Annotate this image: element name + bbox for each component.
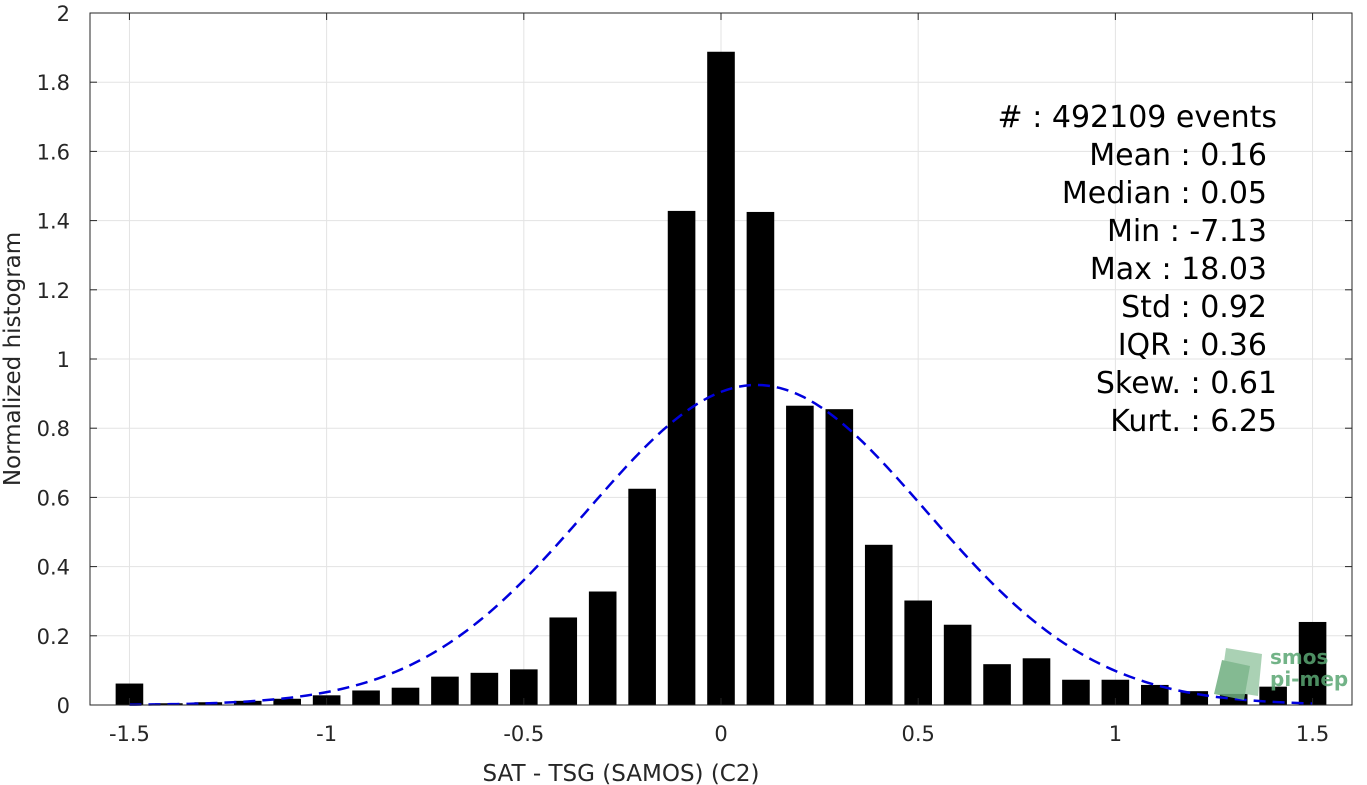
x-tick-label: 0 bbox=[714, 722, 727, 746]
stat-line: Std : 0.92 bbox=[1121, 290, 1267, 325]
x-axis-label: SAT - TSG (SAMOS) (C2) bbox=[483, 761, 760, 785]
histogram-bar bbox=[391, 687, 420, 705]
x-tick-label: -1 bbox=[316, 722, 337, 746]
logo-text-smos: smos bbox=[1270, 645, 1328, 669]
histogram-bar bbox=[549, 617, 578, 705]
y-tick-label: 1.8 bbox=[37, 71, 70, 95]
histogram-bar bbox=[1141, 684, 1169, 705]
histogram-bar bbox=[1180, 691, 1209, 705]
histogram-bar bbox=[115, 683, 144, 705]
y-tick-label: 1.4 bbox=[37, 210, 70, 234]
x-tick-label: 1.5 bbox=[1296, 722, 1329, 746]
y-tick-label: 0.6 bbox=[37, 486, 70, 510]
histogram-bar bbox=[904, 600, 932, 705]
y-tick-label: 0 bbox=[57, 694, 70, 718]
histogram-bar bbox=[470, 672, 499, 705]
x-tick-label: -1.5 bbox=[109, 722, 150, 746]
histogram-bar bbox=[864, 544, 893, 705]
histogram-bar bbox=[273, 698, 301, 705]
histogram-bar bbox=[352, 690, 380, 705]
histogram-bar bbox=[233, 700, 262, 705]
histogram-bar bbox=[1062, 679, 1090, 705]
normal-fit-curve bbox=[129, 383, 1313, 706]
histogram-bar bbox=[1298, 621, 1327, 705]
histogram-bar bbox=[667, 210, 696, 706]
smos-pimep-logo: smos pi-mep bbox=[1214, 645, 1348, 700]
stat-line: Skew. : 0.61 bbox=[1096, 366, 1277, 401]
y-tick-label: 2 bbox=[57, 2, 70, 26]
y-axis-label: Normalized histogram bbox=[0, 232, 26, 486]
histogram-bar bbox=[983, 664, 1011, 705]
histogram-bar bbox=[1259, 686, 1287, 705]
histogram-bar bbox=[786, 405, 814, 705]
y-tick-label: 0.2 bbox=[37, 625, 70, 649]
stat-line: IQR : 0.36 bbox=[1118, 328, 1267, 363]
x-tick-label: 0.5 bbox=[901, 722, 934, 746]
y-tick-label: 1.6 bbox=[37, 140, 70, 164]
y-tick-label: 1 bbox=[57, 348, 70, 372]
histogram-bar bbox=[943, 624, 972, 705]
histogram-bar bbox=[825, 409, 854, 705]
stat-line: Mean : 0.16 bbox=[1089, 138, 1267, 173]
x-axis-ticks: -1.5 -1 -0.5 0 0.5 1 1.5 bbox=[109, 13, 1329, 746]
histogram-bar bbox=[1022, 658, 1051, 705]
logo-icon-front bbox=[1214, 660, 1250, 700]
histogram-bar bbox=[707, 51, 735, 705]
histogram-bar bbox=[746, 211, 775, 705]
fit-curve-path bbox=[129, 383, 1313, 706]
x-tick-label: -0.5 bbox=[503, 722, 544, 746]
stat-line: Max : 18.03 bbox=[1090, 252, 1267, 287]
x-tick-label: 1 bbox=[1109, 722, 1122, 746]
histogram-bars bbox=[115, 51, 1327, 706]
histogram-bar bbox=[431, 676, 459, 705]
stat-line: Kurt. : 6.25 bbox=[1110, 404, 1277, 439]
stat-line: # : 492109 events bbox=[998, 100, 1277, 135]
logo-text-pimep: pi-mep bbox=[1270, 667, 1348, 691]
stat-line: Min : -7.13 bbox=[1107, 214, 1267, 249]
y-tick-label: 0.8 bbox=[37, 417, 70, 441]
y-axis-ticks: 0 0.2 0.4 0.6 0.8 1 1.2 1.4 1.6 1.8 2 bbox=[37, 2, 1352, 718]
y-tick-label: 0.4 bbox=[37, 556, 70, 580]
stat-line: Median : 0.05 bbox=[1062, 176, 1267, 211]
histogram-bar bbox=[628, 488, 656, 705]
histogram-bar bbox=[1219, 693, 1248, 705]
histogram-bar bbox=[588, 591, 617, 705]
y-tick-label: 1.2 bbox=[37, 279, 70, 303]
